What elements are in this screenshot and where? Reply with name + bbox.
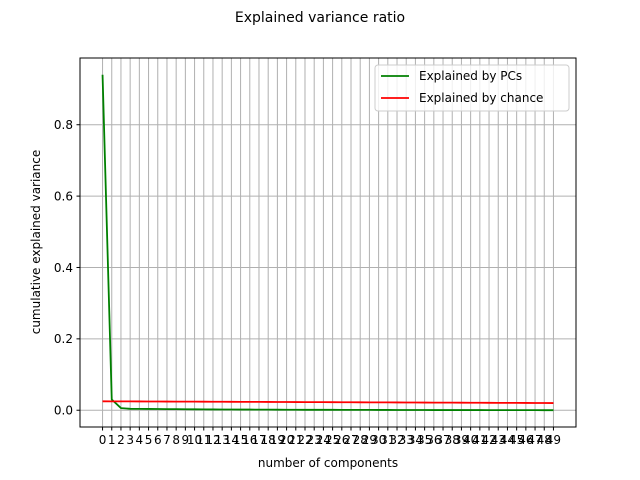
y-tick-label: 0.2 bbox=[54, 332, 73, 346]
x-tick-label: 15 bbox=[233, 433, 248, 447]
legend: Explained by PCs Explained by chance bbox=[374, 64, 570, 112]
x-tick-label: 40 bbox=[463, 433, 478, 447]
legend-label-chance: Explained by chance bbox=[419, 91, 543, 105]
x-tick-label: 42 bbox=[481, 433, 496, 447]
y-axis-ticks: 0.0 0.2 0.4 0.6 0.8 bbox=[54, 118, 80, 418]
x-tick-label: 28 bbox=[353, 433, 368, 447]
x-tick-label: 38 bbox=[445, 433, 460, 447]
chart-title: Explained variance ratio bbox=[235, 10, 405, 26]
y-tick-label: 0.8 bbox=[54, 118, 73, 132]
x-tick-label: 4 bbox=[136, 433, 144, 447]
x-tick-label: 9 bbox=[182, 433, 190, 447]
axes-frame bbox=[79, 57, 577, 428]
x-tick-label: 1 bbox=[108, 433, 116, 447]
x-tick-label: 11 bbox=[196, 433, 211, 447]
x-tick-label: 14 bbox=[224, 433, 239, 447]
x-tick-label: 33 bbox=[399, 433, 414, 447]
x-tick-label: 7 bbox=[163, 433, 171, 447]
x-tick-label: 44 bbox=[500, 433, 515, 447]
x-tick-label: 37 bbox=[435, 433, 450, 447]
x-tick-label: 3 bbox=[126, 433, 134, 447]
x-tick-label: 35 bbox=[417, 433, 432, 447]
x-tick-label: 2 bbox=[117, 433, 125, 447]
x-tick-label: 10 bbox=[187, 433, 202, 447]
x-tick-label: 47 bbox=[527, 433, 542, 447]
x-tick-label: 48 bbox=[537, 433, 552, 447]
x-tick-label: 22 bbox=[297, 433, 312, 447]
y-tick-label: 0.6 bbox=[54, 189, 73, 203]
y-axis-label: cumulative explained variance bbox=[29, 150, 43, 335]
x-tick-label: 17 bbox=[251, 433, 266, 447]
series-line-chance bbox=[102, 400, 554, 404]
grid bbox=[80, 58, 576, 427]
x-tick-label: 45 bbox=[509, 433, 524, 447]
x-axis-label: number of components bbox=[258, 456, 398, 470]
x-tick-label: 5 bbox=[145, 433, 153, 447]
x-axis-ticks: 0 1 2 3 4 5 6 7 8 9101112131415161718192021222324… bbox=[99, 427, 561, 447]
x-tick-label: 49 bbox=[546, 433, 561, 447]
legend-label-pcs: Explained by PCs bbox=[419, 69, 522, 83]
x-tick-label: 31 bbox=[380, 433, 395, 447]
x-tick-label: 32 bbox=[389, 433, 404, 447]
x-tick-label: 19 bbox=[270, 433, 285, 447]
x-tick-label: 20 bbox=[279, 433, 294, 447]
x-tick-label: 43 bbox=[491, 433, 506, 447]
x-tick-label: 34 bbox=[408, 433, 423, 447]
series-line-pcs bbox=[101, 74, 554, 412]
y-tick-label: 0.4 bbox=[54, 261, 73, 275]
x-tick-label: 18 bbox=[261, 433, 276, 447]
x-tick-label: 12 bbox=[205, 433, 220, 447]
y-tick-label: 0.0 bbox=[54, 404, 73, 418]
x-tick-label: 27 bbox=[343, 433, 358, 447]
x-tick-label: 39 bbox=[454, 433, 469, 447]
series-layer bbox=[101, 74, 554, 412]
x-tick-label: 16 bbox=[242, 433, 257, 447]
x-tick-label: 24 bbox=[316, 433, 331, 447]
x-tick-label: 36 bbox=[426, 433, 441, 447]
x-tick-label: 25 bbox=[325, 433, 340, 447]
x-tick-label: 29 bbox=[362, 433, 377, 447]
x-tick-label: 46 bbox=[518, 433, 533, 447]
x-tick-label: 26 bbox=[334, 433, 349, 447]
x-tick-label: 0 bbox=[99, 433, 107, 447]
x-tick-label: 13 bbox=[215, 433, 230, 447]
legend-box bbox=[374, 64, 570, 112]
x-tick-label: 30 bbox=[371, 433, 386, 447]
x-tick-label: 23 bbox=[307, 433, 322, 447]
x-tick-label: 8 bbox=[172, 433, 180, 447]
x-tick-label: 41 bbox=[472, 433, 487, 447]
x-tick-label: 6 bbox=[154, 433, 162, 447]
x-tick-label: 21 bbox=[288, 433, 303, 447]
